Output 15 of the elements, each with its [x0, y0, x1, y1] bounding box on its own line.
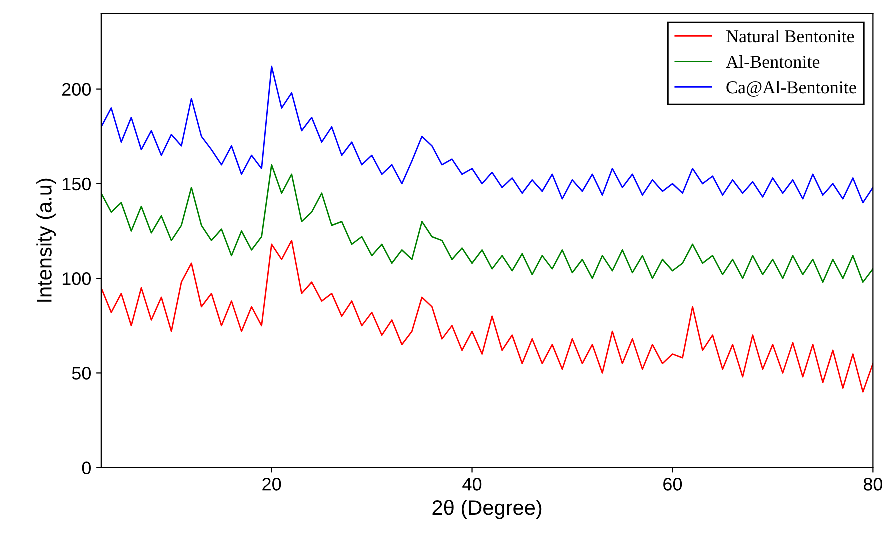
y-tick-label: 50: [72, 367, 92, 380]
x-tick-label: 40: [462, 478, 482, 491]
y-tick-label: 0: [82, 462, 91, 475]
x-axis-title: 2θ (Degree): [432, 500, 542, 520]
legend-label: Ca@Al-Bentonite: [726, 80, 856, 97]
x-tick-label: 20: [262, 478, 282, 491]
legend-label: Al-Bentonite: [726, 55, 820, 68]
y-tick-label: 150: [62, 178, 92, 191]
y-tick-label: 200: [62, 83, 92, 96]
x-tick-label: 60: [664, 478, 682, 491]
line-series: [101, 164, 874, 284]
y-tick-label: 100: [62, 272, 92, 286]
legend-label: Natural Bentonite: [726, 30, 854, 43]
y-axis-title: Intensity (a.u): [36, 178, 56, 302]
line-series: [101, 240, 874, 393]
